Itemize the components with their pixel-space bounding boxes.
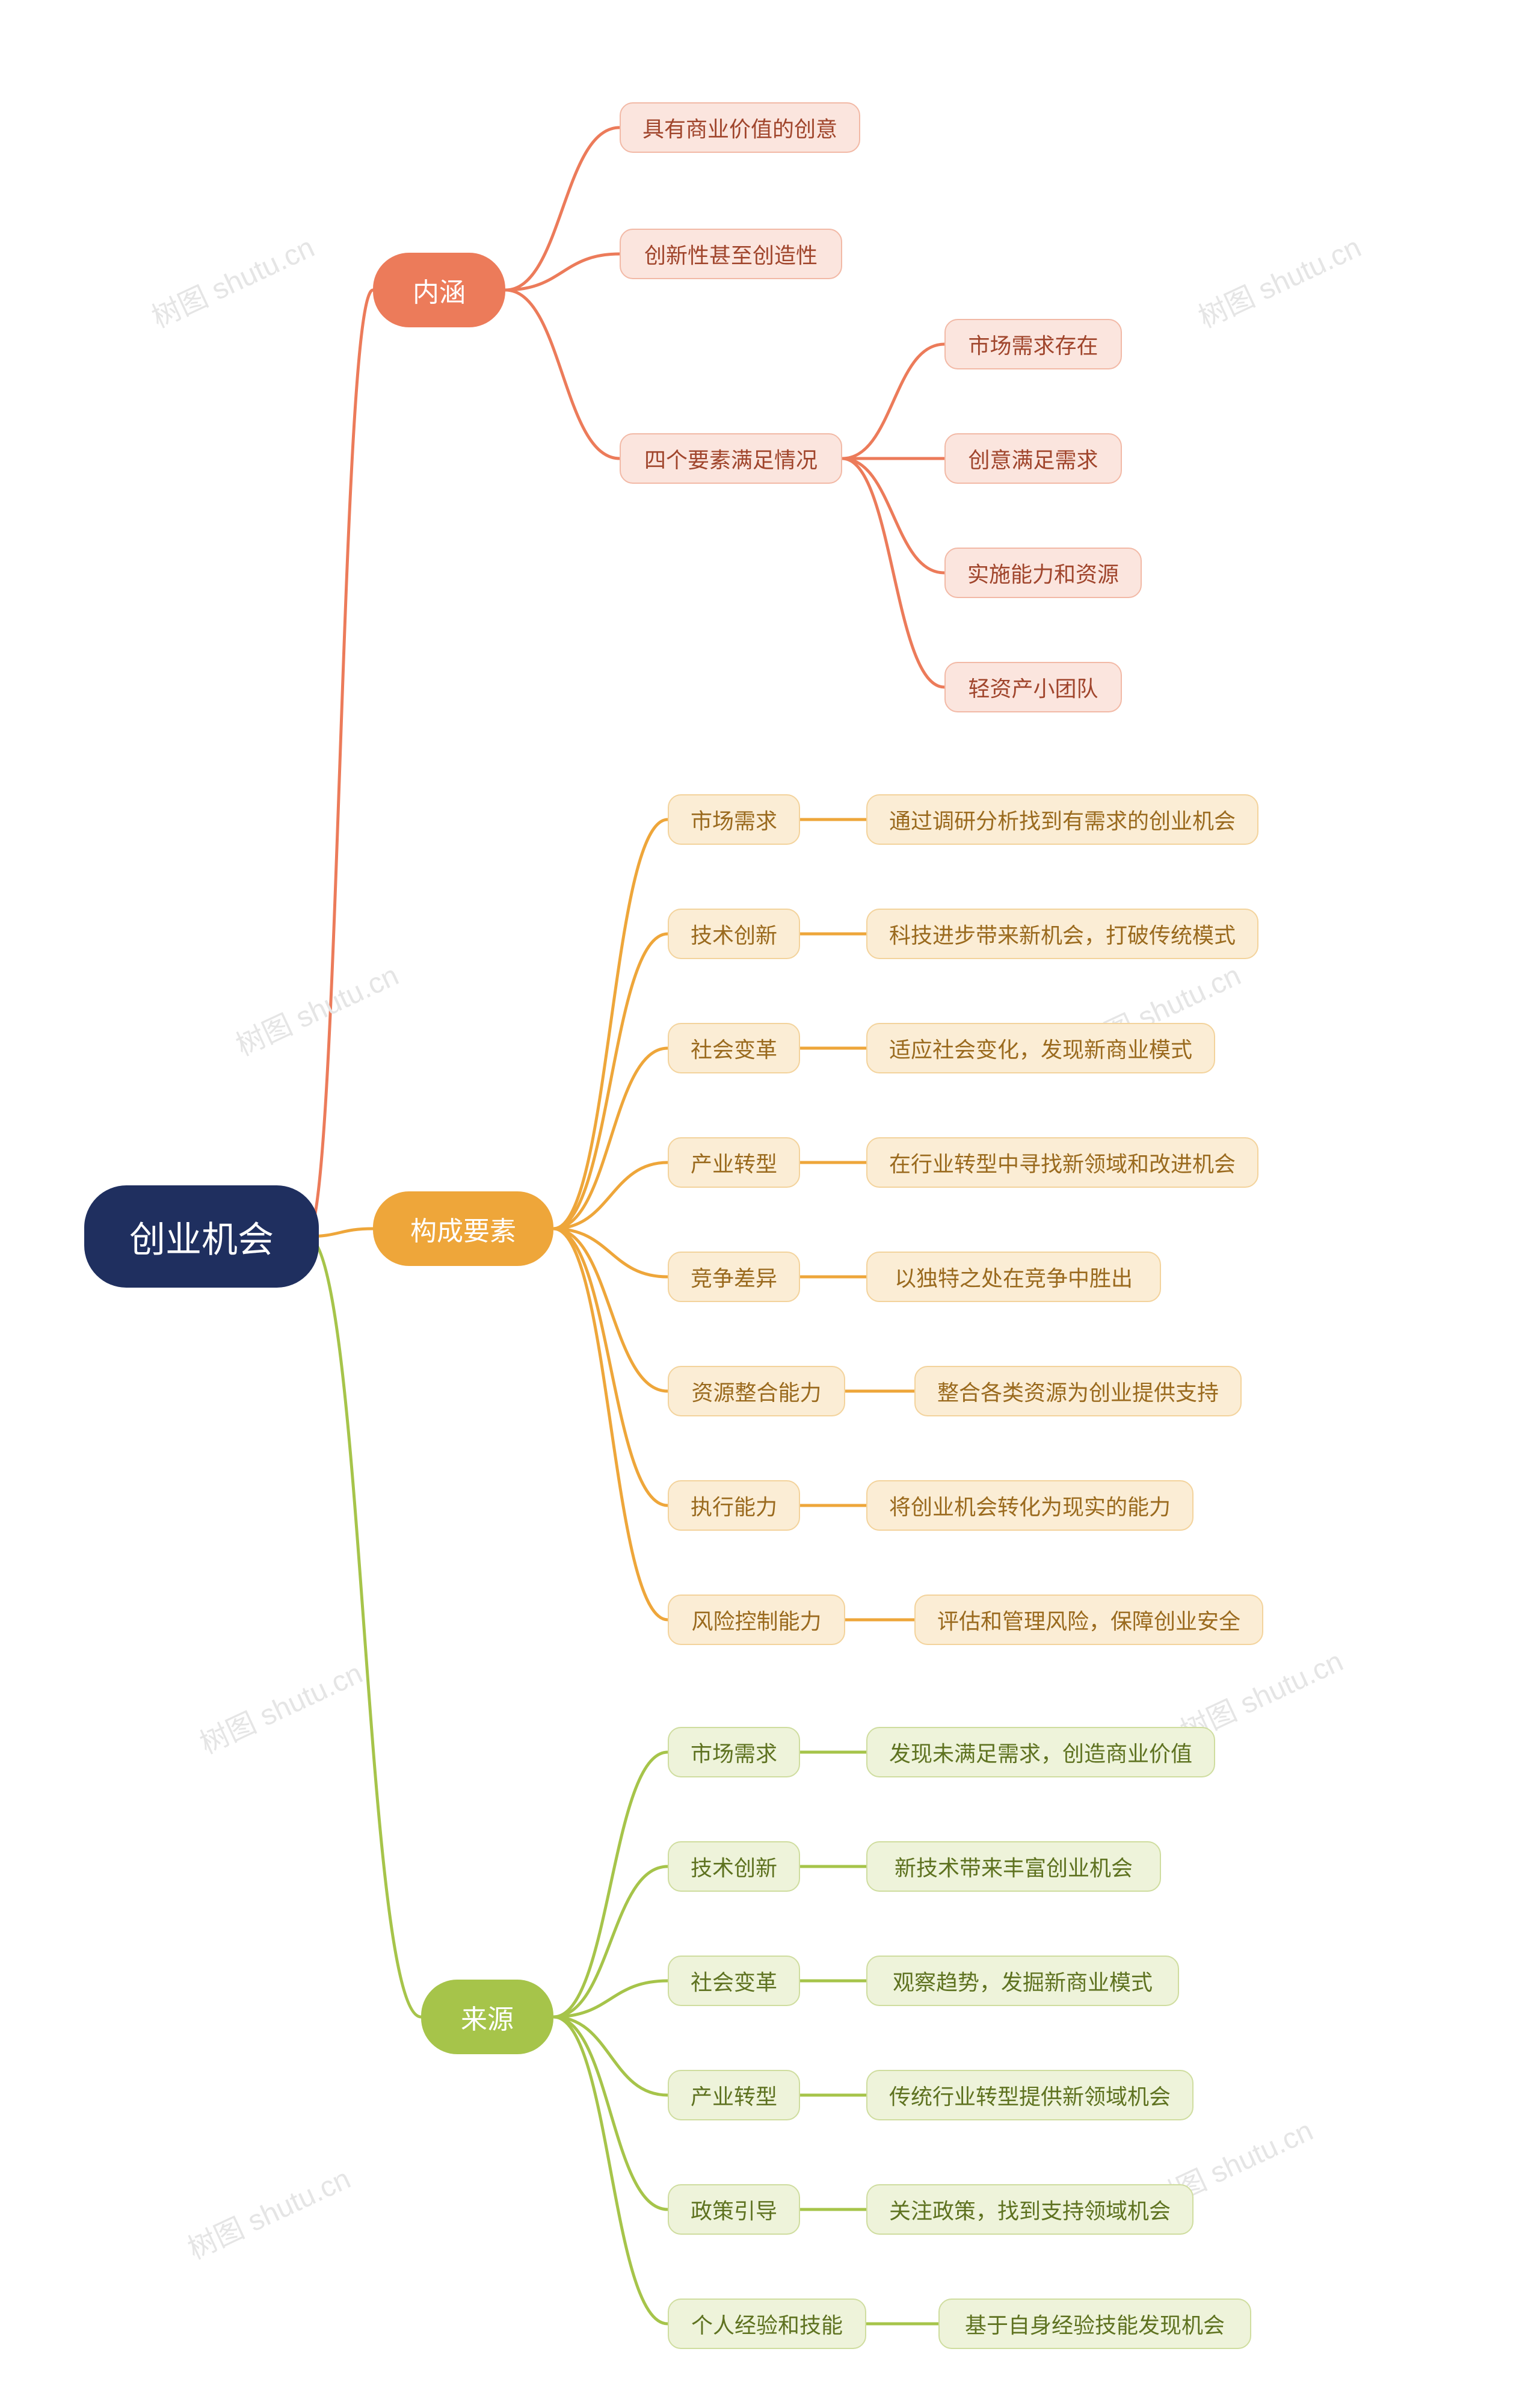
leaf-b3-4: 政策引导 xyxy=(668,2184,800,2235)
leaf-b3-2: 社会变革 xyxy=(668,1956,800,2006)
detail-b2-0: 通过调研分析找到有需求的创业机会 xyxy=(866,794,1258,845)
branch-b2: 构成要素 xyxy=(373,1191,553,1266)
detail-b2-4: 以独特之处在竞争中胜出 xyxy=(866,1252,1161,1302)
leaf-b1-0: 具有商业价值的创意 xyxy=(620,102,860,153)
detail-b2-6: 将创业机会转化为现实的能力 xyxy=(866,1480,1194,1531)
watermark: 树图 shutu.cn xyxy=(180,2155,356,2267)
watermark: 树图 shutu.cn xyxy=(144,224,320,336)
detail-b2-3: 在行业转型中寻找新领域和改进机会 xyxy=(866,1137,1258,1188)
watermark: 树图 shutu.cn xyxy=(1190,224,1367,336)
detail-b2-5: 整合各类资源为创业提供支持 xyxy=(914,1366,1242,1416)
leaf-b3-1: 技术创新 xyxy=(668,1841,800,1892)
subleaf-b1-2-3: 轻资产小团队 xyxy=(944,662,1122,712)
leaf-b2-0: 市场需求 xyxy=(668,794,800,845)
leaf-b2-5: 资源整合能力 xyxy=(668,1366,845,1416)
leaf-b2-1: 技术创新 xyxy=(668,909,800,959)
detail-b3-1: 新技术带来丰富创业机会 xyxy=(866,1841,1161,1892)
detail-b3-3: 传统行业转型提供新领域机会 xyxy=(866,2070,1194,2120)
watermark: 树图 shutu.cn xyxy=(228,952,404,1064)
leaf-b3-5: 个人经验和技能 xyxy=(668,2298,866,2349)
leaf-b2-4: 竞争差异 xyxy=(668,1252,800,1302)
detail-b3-5: 基于自身经验技能发现机会 xyxy=(938,2298,1251,2349)
leaf-b3-3: 产业转型 xyxy=(668,2070,800,2120)
subleaf-b1-2-0: 市场需求存在 xyxy=(944,319,1122,369)
watermark: 树图 shutu.cn xyxy=(192,1650,368,1762)
leaf-b3-0: 市场需求 xyxy=(668,1727,800,1777)
leaf-b1-2: 四个要素满足情况 xyxy=(620,433,842,484)
detail-b3-0: 发现未满足需求，创造商业价值 xyxy=(866,1727,1215,1777)
detail-b2-1: 科技进步带来新机会，打破传统模式 xyxy=(866,909,1258,959)
leaf-b2-3: 产业转型 xyxy=(668,1137,800,1188)
detail-b3-2: 观察趋势，发掘新商业模式 xyxy=(866,1956,1179,2006)
detail-b2-2: 适应社会变化，发现新商业模式 xyxy=(866,1023,1215,1073)
leaf-b2-2: 社会变革 xyxy=(668,1023,800,1073)
root-node: 创业机会 xyxy=(84,1185,319,1288)
branch-b1: 内涵 xyxy=(373,253,505,327)
detail-b3-4: 关注政策，找到支持领域机会 xyxy=(866,2184,1194,2235)
leaf-b1-1: 创新性甚至创造性 xyxy=(620,229,842,279)
branch-b3: 来源 xyxy=(421,1980,553,2054)
leaf-b2-6: 执行能力 xyxy=(668,1480,800,1531)
subleaf-b1-2-1: 创意满足需求 xyxy=(944,433,1122,484)
leaf-b2-7: 风险控制能力 xyxy=(668,1595,845,1645)
subleaf-b1-2-2: 实施能力和资源 xyxy=(944,548,1142,598)
detail-b2-7: 评估和管理风险，保障创业安全 xyxy=(914,1595,1263,1645)
